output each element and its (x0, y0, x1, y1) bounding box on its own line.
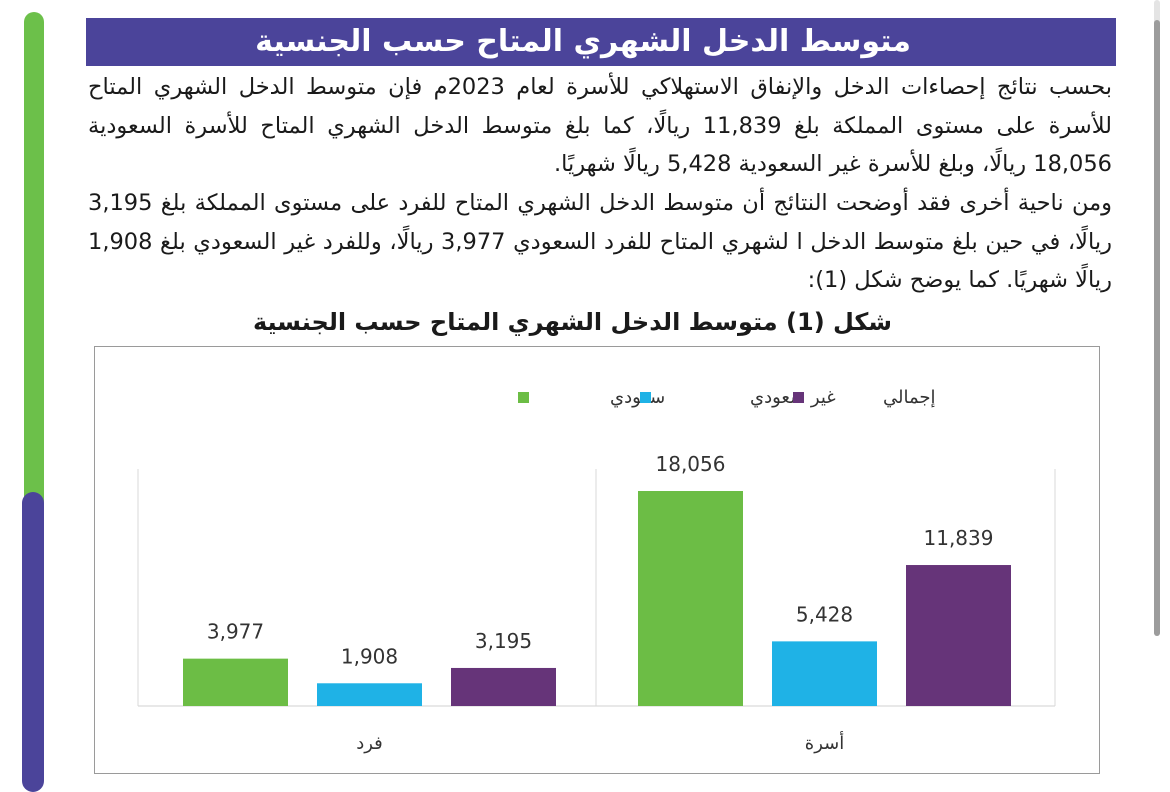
data-label: 3,195 (475, 629, 532, 653)
data-label: 11,839 (924, 526, 994, 550)
decorative-green-stripe (24, 12, 44, 522)
paragraph-individual-income: ومن ناحية أخرى فقد أوضحت النتائج أن متوس… (88, 190, 1112, 293)
chart-container: 3,977 1,908 3,195 فرد 18,056 5,428 11,839 أسرة س… (94, 346, 1100, 774)
category-label: فرد (356, 733, 383, 754)
bar-chart: 3,977 1,908 3,195 فرد 18,056 5,428 11,839 أسرة س… (137, 387, 1056, 754)
paragraph-household-income: بحسب نتائج إحصاءات الدخل والإنفاق الاسته… (88, 74, 1112, 177)
data-label: 1,908 (341, 644, 398, 668)
bar-فرد-غير سعودي (317, 683, 422, 706)
bar-أسرة-غير سعودي (772, 641, 877, 706)
category-label: أسرة (805, 731, 844, 754)
legend-label: سعودي (610, 387, 665, 408)
legend-swatch-غير سعودي (640, 392, 651, 403)
bar-أسرة-إجمالي (906, 565, 1011, 706)
data-label: 5,428 (796, 602, 853, 626)
legend-label: إجمالي (883, 387, 936, 408)
figure-title: شكل (1) متوسط الدخل الشهري المتاح حسب ال… (252, 308, 892, 336)
data-label: 3,977 (207, 620, 264, 644)
scrollbar-thumb[interactable] (1154, 20, 1160, 636)
bar-فرد-سعودي (183, 658, 288, 706)
legend-label: غير سعودي (750, 387, 836, 408)
legend-swatch-إجمالي (793, 392, 804, 403)
bar-فرد-إجمالي (451, 667, 556, 706)
bar-أسرة-سعودي (638, 491, 743, 706)
section-title-banner: متوسط الدخل الشهري المتاح حسب الجنسية (86, 18, 1116, 66)
legend-swatch-سعودي (518, 392, 529, 403)
data-label: 18,056 (656, 452, 726, 476)
decorative-purple-stripe (22, 492, 44, 792)
